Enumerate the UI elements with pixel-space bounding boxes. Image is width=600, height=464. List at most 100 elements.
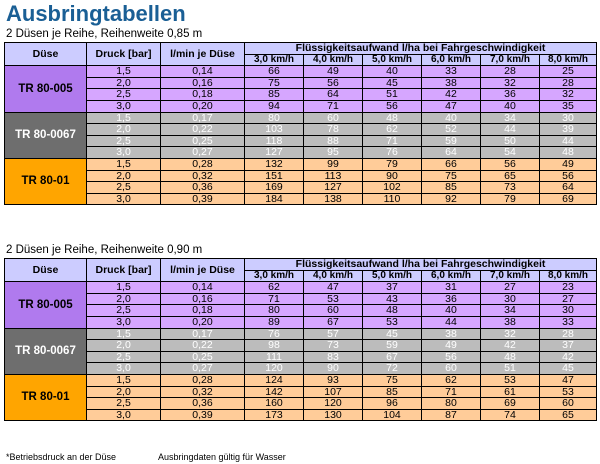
application-value-cell: 93 [303,373,363,387]
table-row: 3,0 0,39 173 130 104 87 74 65 [5,408,598,422]
application-value-cell: 48 [538,146,598,159]
pressure-cell: 2,0 [86,339,161,352]
flow-cell: 0,27 [160,146,245,159]
application-value-cell: 83 [303,350,363,364]
page-title: Ausbringtabellen [6,1,186,26]
application-value-cell: 71 [421,385,481,399]
application-value-cell: 75 [362,373,422,387]
nozzle-cell: TR 80-005 [4,65,87,113]
flow-cell: 0,36 [160,397,245,410]
table-row: 3,0 0,27 120 90 72 60 51 45 [5,362,598,375]
application-value-cell: 57 [303,327,363,341]
pressure-cell: 2,5 [86,134,161,148]
application-value-cell: 142 [244,385,304,399]
pressure-cell: 2,0 [86,169,161,183]
application-value-cell: 32 [480,327,540,341]
application-value-cell: 76 [362,146,422,159]
header-flow: l/min je Düse [160,41,245,67]
application-value-cell: 50 [480,134,540,148]
application-value-cell: 51 [480,362,540,375]
header-speed: 4,0 km/h [303,53,363,67]
header-nozzle: Düse [4,41,87,67]
application-value-cell: 74 [480,408,540,422]
application-value-cell: 64 [303,88,363,101]
table-row: TR 80-01 1,5 0,28 132 99 79 66 56 49 [4,157,598,206]
application-value-cell: 56 [480,157,540,171]
application-value-cell: 75 [421,169,481,183]
application-value-cell: 120 [303,397,363,410]
table-row: 2,0 0,22 98 73 59 49 42 37 [5,339,598,352]
application-value-cell: 124 [244,373,304,387]
application-value-cell: 32 [480,76,540,90]
application-value-cell: 44 [538,134,598,148]
flow-cell: 0,28 [160,157,245,171]
application-value-cell: 173 [244,408,304,422]
application-value-cell: 80 [244,304,304,317]
application-table-1: Düse Druck [bar] l/min je Düse Flüssigkeits… [4,41,598,206]
application-value-cell: 34 [480,111,540,125]
table-row: 2,5 0,25 118 88 71 59 50 44 [5,134,598,148]
pressure-cell: 3,0 [86,192,161,206]
pressure-cell: 3,0 [86,99,161,113]
flow-cell: 0,25 [160,350,245,364]
application-value-cell: 40 [362,65,422,78]
application-value-cell: 85 [421,181,481,194]
header-speed: 8,0 km/h [538,269,598,283]
application-value-cell: 40 [480,99,540,113]
application-value-cell: 31 [421,281,481,294]
flow-cell: 0,14 [160,65,245,78]
application-value-cell: 73 [480,181,540,194]
flow-cell: 0,22 [160,339,245,352]
application-value-cell: 71 [303,99,363,113]
application-value-cell: 72 [362,362,422,375]
flow-cell: 0,14 [160,281,245,294]
application-value-cell: 92 [421,192,481,206]
flow-cell: 0,32 [160,385,245,399]
footnote-pressure: *Betriebsdruck an der Düse [6,452,117,462]
footnote-water: Ausbringdaten gültig für Wasser [158,452,286,462]
application-value-cell: 53 [480,373,540,387]
application-value-cell: 120 [244,362,304,375]
table-row: 2,0 0,32 151 113 90 75 65 56 [5,169,598,183]
table-row: 2,0 0,16 71 53 43 36 30 27 [5,292,598,306]
application-value-cell: 33 [538,315,598,329]
table-caption-2: 2 Düsen je Reihe, Reihenweite 0,90 m [6,244,203,256]
application-value-cell: 59 [362,339,422,352]
application-value-cell: 62 [244,281,304,294]
header-nozzle: Düse [4,257,87,283]
pressure-cell: 1,5 [86,111,161,125]
application-value-cell: 38 [421,327,481,341]
flow-cell: 0,27 [160,362,245,375]
application-value-cell: 42 [421,88,481,101]
application-value-cell: 27 [538,292,598,306]
application-value-cell: 69 [538,192,598,206]
pressure-cell: 3,0 [86,362,161,375]
table-row: TR 80-005 1,5 0,14 62 47 37 31 27 23 [4,281,598,329]
application-value-cell: 49 [303,65,363,78]
application-value-cell: 27 [480,281,540,294]
application-value-cell: 184 [244,192,304,206]
flow-cell: 0,39 [160,408,245,422]
application-value-cell: 66 [421,157,481,171]
application-value-cell: 62 [362,123,422,136]
application-value-cell: 132 [244,157,304,171]
application-value-cell: 38 [480,315,540,329]
application-value-cell: 44 [480,123,540,136]
application-value-cell: 160 [244,397,304,410]
table-row: TR 80-0067 1,5 0,17 76 57 45 38 32 28 [4,327,598,375]
application-value-cell: 98 [244,339,304,352]
application-value-cell: 23 [538,281,598,294]
application-value-cell: 60 [303,304,363,317]
application-value-cell: 90 [303,362,363,375]
application-value-cell: 30 [538,304,598,317]
table-row: 2,0 0,16 75 56 45 38 32 28 [5,76,598,90]
application-value-cell: 56 [303,76,363,90]
header-speed: 3,0 km/h [244,53,304,67]
header-speed-row: 3,0 km/h 4,0 km/h 5,0 km/h 6,0 km/h 7,0 km/h… [5,53,598,67]
application-value-cell: 95 [303,146,363,159]
application-value-cell: 34 [480,304,540,317]
flow-cell: 0,39 [160,192,245,206]
application-value-cell: 40 [421,111,481,125]
application-value-cell: 65 [538,408,598,422]
application-value-cell: 47 [538,373,598,387]
